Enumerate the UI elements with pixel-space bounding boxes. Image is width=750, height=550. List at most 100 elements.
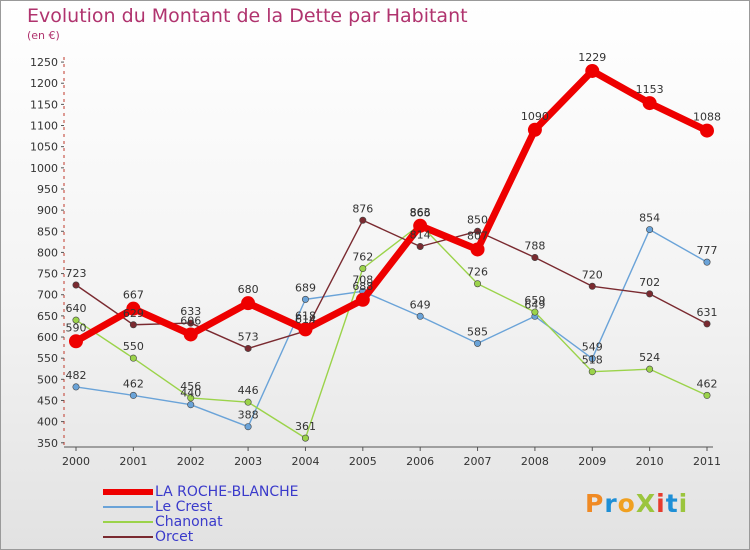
data-label: 814 xyxy=(410,229,431,242)
data-label: 850 xyxy=(467,213,488,226)
legend-swatch-1 xyxy=(103,506,153,508)
series-2 xyxy=(72,221,711,442)
data-point xyxy=(298,322,313,337)
y-tick-label: 1000 xyxy=(30,162,58,175)
y-tick-label: 800 xyxy=(37,246,58,259)
data-point xyxy=(703,391,711,399)
logo-letter: t xyxy=(665,489,679,518)
series-line xyxy=(75,228,708,428)
data-point xyxy=(413,218,428,233)
data-point xyxy=(474,227,482,235)
data-point xyxy=(355,292,370,307)
data-point xyxy=(588,282,596,290)
y-tick-label: 400 xyxy=(37,416,58,429)
y-tick-label: 500 xyxy=(37,373,58,386)
data-point xyxy=(129,321,137,329)
data-label: 462 xyxy=(697,377,718,390)
y-tick-label: 1100 xyxy=(30,120,58,133)
legend-label-3: Orcet xyxy=(155,529,194,545)
data-label: 788 xyxy=(524,239,545,252)
y-tick-label: 1150 xyxy=(30,98,58,111)
logo-letter: o xyxy=(617,489,636,518)
x-tick-label: 2003 xyxy=(234,455,262,468)
data-point xyxy=(474,280,482,288)
data-label: 590 xyxy=(66,321,87,334)
axes: 350 400 450 500 550 600 650 700 750 800 850 900 950 1… xyxy=(30,56,721,468)
series-0 xyxy=(69,63,714,349)
data-label: 1153 xyxy=(636,83,664,96)
y-tick-label: 950 xyxy=(37,183,58,196)
data-label: 640 xyxy=(66,302,87,315)
data-label: 762 xyxy=(352,250,373,263)
data-point xyxy=(301,295,309,303)
data-label: 482 xyxy=(66,369,87,382)
data-label: 629 xyxy=(123,307,144,320)
data-label: 863 xyxy=(410,206,431,219)
data-label: 807 xyxy=(467,229,488,242)
data-point xyxy=(301,434,309,442)
y-tick-label: 850 xyxy=(37,225,58,238)
x-tick-label: 2011 xyxy=(693,455,721,468)
data-point xyxy=(416,243,424,251)
data-label: 549 xyxy=(582,341,603,354)
data-label: 440 xyxy=(180,387,201,400)
data-label: 702 xyxy=(639,276,660,289)
series-line xyxy=(75,219,708,350)
data-label: 550 xyxy=(123,340,144,353)
data-label: 1090 xyxy=(521,110,549,123)
data-point xyxy=(187,401,195,409)
data-point xyxy=(72,316,80,324)
y-tick-label: 700 xyxy=(37,289,58,302)
series-3 xyxy=(72,216,711,352)
y-tick-label: 750 xyxy=(37,268,58,281)
data-point xyxy=(646,226,654,234)
data-point xyxy=(187,394,195,402)
data-point xyxy=(700,123,714,138)
data-point xyxy=(474,339,482,347)
proxiti-logo: ProXiti xyxy=(585,489,688,518)
logo-letter: i xyxy=(656,489,666,518)
data-label: 854 xyxy=(639,212,660,225)
data-point xyxy=(703,320,711,328)
data-label: 689 xyxy=(295,281,316,294)
data-label: 585 xyxy=(467,325,488,338)
data-label: 388 xyxy=(238,409,259,422)
legend-label-0: LA ROCHE-BLANCHE xyxy=(155,484,299,500)
data-label: 649 xyxy=(410,298,431,311)
y-tick-label: 650 xyxy=(37,310,58,323)
data-label: 659 xyxy=(524,294,545,307)
data-point xyxy=(416,312,424,320)
data-point xyxy=(183,327,198,342)
legend-swatch-0 xyxy=(103,489,153,495)
data-point xyxy=(72,281,80,289)
data-point xyxy=(646,290,654,298)
series-line xyxy=(75,223,708,439)
data-point xyxy=(703,258,711,266)
data-point xyxy=(531,253,539,261)
data-label: 723 xyxy=(66,267,87,280)
data-point xyxy=(187,319,195,327)
data-point xyxy=(642,96,657,111)
data-point xyxy=(588,355,596,363)
data-point xyxy=(531,308,539,316)
y-tick-label: 900 xyxy=(37,204,58,217)
logo-letter: r xyxy=(604,489,618,518)
y-tick-label: 350 xyxy=(37,437,58,450)
data-point xyxy=(244,398,252,406)
chart-title: Evolution du Montant de la Dette par Hab… xyxy=(27,5,468,27)
series-layer xyxy=(69,63,714,442)
data-label: 876 xyxy=(352,202,373,215)
y-tick-label: 1250 xyxy=(30,56,58,69)
legend-swatch-2 xyxy=(103,521,153,523)
data-label: 614 xyxy=(295,313,316,326)
data-label: 518 xyxy=(582,354,603,367)
data-point xyxy=(470,242,485,257)
data-label: 446 xyxy=(238,384,259,397)
legend-label-2: Chanonat xyxy=(155,514,223,530)
data-label: 1229 xyxy=(578,51,606,64)
legend-label-1: Le Crest xyxy=(155,499,213,515)
y-tick-label: 450 xyxy=(37,394,58,407)
x-tick-label: 2008 xyxy=(521,455,549,468)
